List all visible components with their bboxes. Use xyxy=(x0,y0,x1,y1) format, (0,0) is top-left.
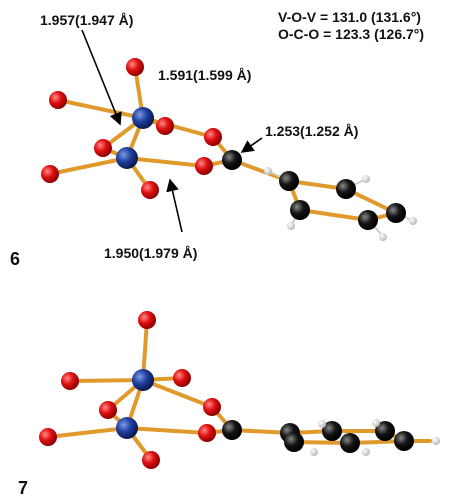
arrow xyxy=(170,180,182,232)
figure: 1.957(1.947 Å) V-O-V = 131.0 (131.6°) O-… xyxy=(0,0,465,498)
structure-number: 7 xyxy=(18,478,28,498)
structure-number: 6 xyxy=(10,249,20,269)
bond-label: 1.253(1.252 Å) xyxy=(265,123,358,139)
angle-label: O-C-O = 123.3 (126.7°) xyxy=(278,26,424,42)
molecule-7 xyxy=(39,311,440,469)
bond-label: 1.950(1.979 Å) xyxy=(104,245,197,261)
arrow xyxy=(242,138,262,152)
molecule-6 xyxy=(41,58,417,241)
bond-label: 1.591(1.599 Å) xyxy=(158,67,251,83)
angle-label: V-O-V = 131.0 (131.6°) xyxy=(278,9,421,25)
bond-label: 1.957(1.947 Å) xyxy=(40,12,133,28)
